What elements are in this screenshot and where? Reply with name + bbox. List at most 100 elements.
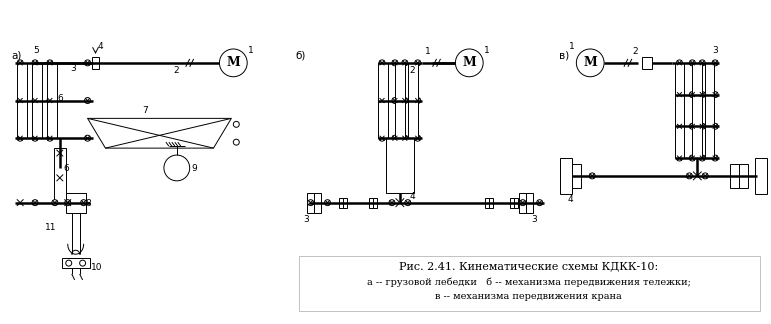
Bar: [298, 256, 759, 311]
Circle shape: [520, 200, 526, 206]
Bar: [641, 57, 651, 69]
Circle shape: [676, 60, 682, 66]
Circle shape: [81, 200, 86, 206]
Text: в): в): [558, 51, 569, 61]
Bar: [408, 63, 418, 100]
Text: 3: 3: [712, 46, 718, 55]
Bar: [730, 164, 739, 188]
Circle shape: [689, 155, 695, 161]
Bar: [307, 193, 314, 213]
Text: в -- механизма передвижения крана: в -- механизма передвижения крана: [436, 292, 622, 301]
Text: Рис. 2.41. Кинематические схемы КДКК-10:: Рис. 2.41. Кинематические схемы КДКК-10:: [399, 261, 658, 271]
Bar: [47, 63, 57, 100]
Circle shape: [234, 122, 239, 127]
Text: 3: 3: [71, 64, 76, 73]
Bar: [692, 63, 702, 95]
Text: а): а): [12, 51, 22, 61]
Circle shape: [415, 135, 421, 141]
Circle shape: [47, 135, 53, 141]
Circle shape: [32, 200, 38, 206]
Circle shape: [415, 60, 421, 66]
Text: 1: 1: [425, 47, 430, 56]
Bar: [386, 138, 414, 193]
Text: 6: 6: [58, 94, 63, 102]
Bar: [705, 95, 714, 126]
Bar: [692, 95, 702, 126]
Bar: [47, 100, 57, 138]
Bar: [489, 198, 493, 208]
Circle shape: [405, 200, 411, 206]
Circle shape: [699, 92, 705, 98]
Circle shape: [689, 92, 695, 98]
Bar: [17, 63, 27, 100]
Bar: [54, 148, 66, 202]
Circle shape: [392, 135, 398, 141]
Circle shape: [589, 173, 595, 179]
Bar: [395, 100, 405, 138]
Bar: [62, 258, 89, 268]
Bar: [66, 193, 86, 213]
Bar: [675, 63, 685, 95]
Circle shape: [699, 123, 705, 129]
Circle shape: [456, 49, 483, 77]
Text: 4: 4: [567, 195, 573, 204]
Circle shape: [686, 173, 692, 179]
Circle shape: [325, 200, 331, 206]
Bar: [314, 193, 321, 213]
Bar: [92, 57, 99, 69]
Text: М: М: [227, 56, 241, 69]
Circle shape: [689, 123, 695, 129]
Circle shape: [712, 92, 718, 98]
Bar: [675, 95, 685, 126]
Bar: [564, 164, 572, 188]
Text: 4: 4: [97, 42, 103, 51]
Circle shape: [676, 92, 682, 98]
Circle shape: [577, 49, 604, 77]
Circle shape: [712, 155, 718, 161]
Text: 1: 1: [484, 46, 490, 55]
Circle shape: [17, 98, 23, 103]
Circle shape: [379, 135, 385, 141]
Bar: [572, 164, 581, 188]
Bar: [339, 198, 343, 208]
Circle shape: [676, 123, 682, 129]
Circle shape: [164, 155, 190, 181]
Bar: [675, 126, 685, 158]
Circle shape: [65, 200, 71, 206]
Circle shape: [308, 200, 314, 206]
Bar: [32, 100, 42, 138]
Circle shape: [66, 260, 72, 266]
Circle shape: [79, 260, 86, 266]
Text: а -- грузовой лебедки   б -- механизма передвижения тележки;: а -- грузовой лебедки б -- механизма пер…: [367, 277, 691, 287]
Bar: [561, 158, 572, 194]
Polygon shape: [88, 118, 231, 148]
Bar: [705, 126, 714, 158]
Bar: [739, 164, 748, 188]
Text: 1: 1: [570, 42, 575, 51]
Circle shape: [32, 60, 38, 66]
Text: 11: 11: [45, 223, 56, 232]
Text: б): б): [296, 51, 306, 61]
Circle shape: [689, 60, 695, 66]
Circle shape: [47, 98, 53, 103]
Circle shape: [699, 155, 705, 161]
Text: 1: 1: [248, 46, 254, 55]
Text: 5: 5: [33, 46, 39, 55]
Circle shape: [52, 200, 58, 206]
Circle shape: [402, 98, 408, 103]
Bar: [526, 193, 533, 213]
Circle shape: [712, 123, 718, 129]
Circle shape: [389, 200, 395, 206]
Circle shape: [47, 60, 53, 66]
Text: 3: 3: [532, 215, 537, 225]
Circle shape: [699, 60, 705, 66]
Bar: [514, 198, 518, 208]
Bar: [378, 63, 388, 100]
Text: 6: 6: [64, 164, 69, 173]
Text: 10: 10: [90, 263, 102, 272]
Bar: [692, 126, 702, 158]
Circle shape: [379, 60, 385, 66]
Circle shape: [220, 49, 247, 77]
Circle shape: [32, 98, 38, 103]
Circle shape: [712, 60, 718, 66]
